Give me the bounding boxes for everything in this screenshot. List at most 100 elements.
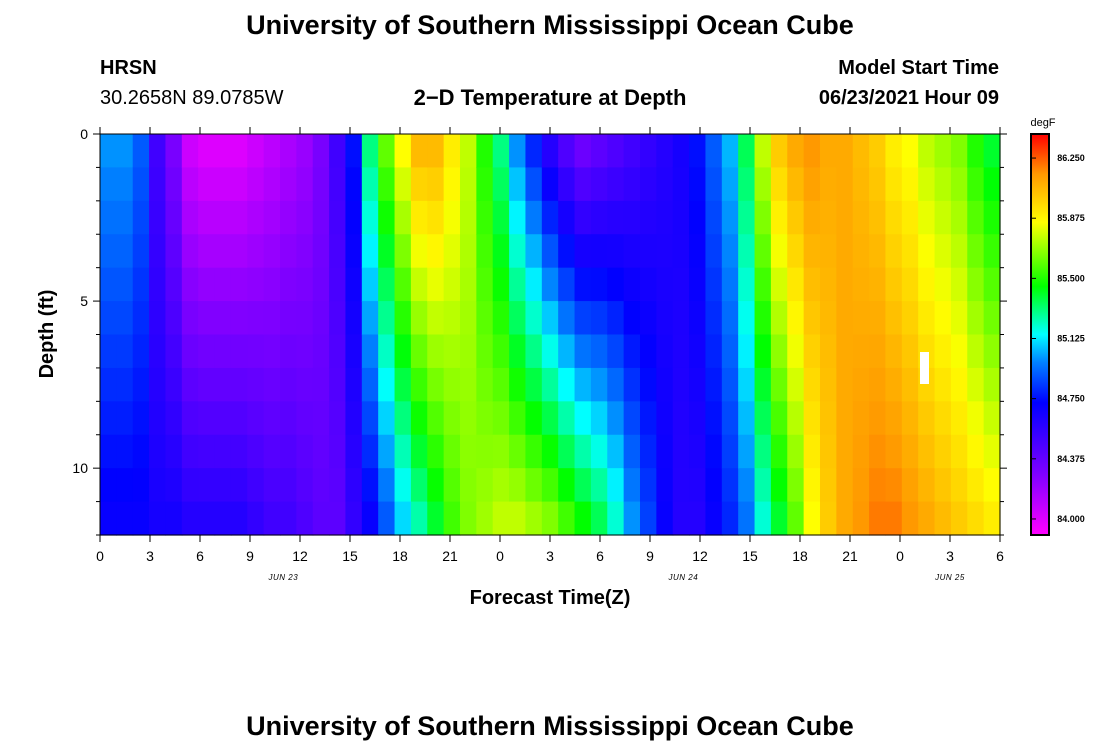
heatmap-cell xyxy=(770,267,788,302)
heatmap-cell xyxy=(525,167,543,202)
chart-title: 2−D Temperature at Depth xyxy=(413,85,687,110)
heatmap-cell xyxy=(492,134,510,169)
heatmap-cell xyxy=(967,301,985,336)
heatmap-cell xyxy=(869,468,887,503)
y-tick-labels: 0 5 10 xyxy=(72,126,88,476)
heatmap-cell xyxy=(181,468,199,503)
heatmap-cell xyxy=(280,501,297,536)
heatmap-cell xyxy=(754,200,772,235)
heatmap-cell xyxy=(705,267,723,302)
heatmap-cell xyxy=(918,434,936,469)
heatmap-cell xyxy=(509,367,527,402)
heatmap-cell xyxy=(230,434,248,469)
heatmap-cell xyxy=(214,301,232,336)
heatmap-cell xyxy=(394,200,412,235)
heatmap-cell xyxy=(852,267,870,302)
heatmap-cell xyxy=(738,301,756,336)
heatmap-cell xyxy=(983,334,1001,369)
heatmap-cell xyxy=(836,234,854,269)
heatmap-cell xyxy=(443,234,461,269)
heatmap-cell xyxy=(918,234,936,269)
heatmap-cell xyxy=(525,334,543,369)
colorbar xyxy=(1030,133,1050,536)
heatmap-cell xyxy=(590,200,608,235)
heatmap-cell xyxy=(885,367,903,402)
heatmap-cell xyxy=(607,301,625,336)
heatmap-cell xyxy=(607,434,625,469)
heatmap-cell xyxy=(427,434,445,469)
heatmap-cell xyxy=(590,367,608,402)
x-tick-label: 3 xyxy=(146,548,154,564)
heatmap-cell xyxy=(198,367,216,402)
heatmap-cell xyxy=(378,468,396,503)
heatmap-cell xyxy=(394,167,412,202)
heatmap-cell xyxy=(934,367,952,402)
heatmap-cell xyxy=(820,367,837,402)
heatmap-cell xyxy=(852,334,870,369)
heatmap-cell xyxy=(574,434,592,469)
colorbar-tick-label: 84.750 xyxy=(1057,394,1085,404)
heatmap-cell xyxy=(885,134,903,169)
heatmap-cell xyxy=(967,167,985,202)
heatmap-cell xyxy=(100,468,117,503)
heatmap-cell xyxy=(901,434,919,469)
heatmap-cell xyxy=(361,200,379,235)
heatmap-cell xyxy=(149,234,167,269)
heatmap-cell xyxy=(312,434,330,469)
heatmap-cell xyxy=(541,267,559,302)
heatmap-cell xyxy=(378,434,396,469)
heatmap-cell xyxy=(165,434,183,469)
heatmap-cell xyxy=(280,367,297,402)
heatmap-cell xyxy=(640,267,657,302)
heatmap-cell xyxy=(410,167,428,202)
heatmap-cell xyxy=(181,134,199,169)
heatmap-cell xyxy=(361,434,379,469)
heatmap-cell xyxy=(509,134,527,169)
heatmap-cell xyxy=(296,267,314,302)
heatmap-cell xyxy=(885,401,903,436)
heatmap-cell xyxy=(721,401,739,436)
heatmap-cell xyxy=(149,134,167,169)
heatmap-cell xyxy=(361,134,379,169)
heatmap-cell xyxy=(427,134,445,169)
heatmap-cell xyxy=(967,468,985,503)
y-tick-label: 5 xyxy=(80,293,88,309)
heatmap-cell xyxy=(492,200,510,235)
heatmap-cell xyxy=(689,401,707,436)
x-tick-label: 6 xyxy=(596,548,604,564)
heatmap-cell xyxy=(230,468,248,503)
heatmap-cell xyxy=(410,267,428,302)
x-tick-label: 3 xyxy=(546,548,554,564)
heatmap-cell xyxy=(623,267,641,302)
heatmap-cell xyxy=(329,501,347,536)
heatmap-cell xyxy=(689,267,707,302)
heatmap-cell xyxy=(492,234,510,269)
heatmap-cell xyxy=(590,434,608,469)
heatmap-cell xyxy=(312,468,330,503)
heatmap-cell xyxy=(705,234,723,269)
heatmap-cell xyxy=(312,501,330,536)
heatmap-cell xyxy=(820,301,837,336)
heatmap-cell xyxy=(443,301,461,336)
heatmap-cell xyxy=(214,167,232,202)
heatmap-cell xyxy=(165,367,183,402)
heatmap-cell xyxy=(787,434,805,469)
y-tick-label: 0 xyxy=(80,126,88,142)
heatmap-cell xyxy=(869,167,887,202)
heatmap-cell xyxy=(721,267,739,302)
heatmap-cell xyxy=(983,234,1001,269)
heatmap-cell xyxy=(165,234,183,269)
heatmap-cell xyxy=(803,334,821,369)
heatmap-cell xyxy=(803,267,821,302)
heatmap-cell xyxy=(558,401,576,436)
heatmap-cell xyxy=(901,401,919,436)
heatmap-cell xyxy=(590,234,608,269)
heatmap-cell xyxy=(476,434,494,469)
heatmap-cell xyxy=(181,367,199,402)
heatmap-cell xyxy=(247,501,265,536)
heatmap-cell xyxy=(378,367,396,402)
heatmap-cell xyxy=(214,468,232,503)
heatmap-cell xyxy=(492,301,510,336)
heatmap-cell xyxy=(754,501,772,536)
heatmap-cell xyxy=(280,167,297,202)
